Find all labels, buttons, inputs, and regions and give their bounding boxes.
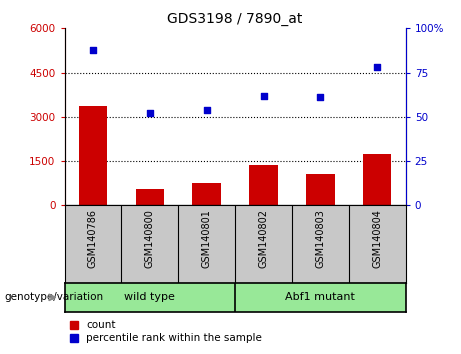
Text: GSM140802: GSM140802 bbox=[259, 209, 269, 268]
Bar bbox=[363, 154, 391, 205]
Point bbox=[373, 64, 381, 70]
Bar bbox=[306, 175, 335, 205]
Bar bbox=[136, 189, 164, 205]
Point bbox=[317, 95, 324, 100]
Text: GSM140801: GSM140801 bbox=[201, 209, 212, 268]
Bar bbox=[79, 107, 107, 205]
Bar bbox=[193, 183, 221, 205]
Point bbox=[146, 110, 154, 116]
Text: genotype/variation: genotype/variation bbox=[5, 292, 104, 302]
Text: GSM140804: GSM140804 bbox=[372, 209, 382, 268]
Text: Abf1 mutant: Abf1 mutant bbox=[285, 292, 355, 302]
Point bbox=[89, 47, 97, 52]
Legend: count, percentile rank within the sample: count, percentile rank within the sample bbox=[70, 320, 262, 343]
Point bbox=[260, 93, 267, 98]
Text: GSM140786: GSM140786 bbox=[88, 209, 98, 268]
Text: GSM140803: GSM140803 bbox=[315, 209, 325, 268]
Point bbox=[203, 107, 210, 113]
Title: GDS3198 / 7890_at: GDS3198 / 7890_at bbox=[167, 12, 303, 26]
Text: GSM140800: GSM140800 bbox=[145, 209, 155, 268]
Bar bbox=[249, 166, 278, 205]
Text: wild type: wild type bbox=[124, 292, 175, 302]
